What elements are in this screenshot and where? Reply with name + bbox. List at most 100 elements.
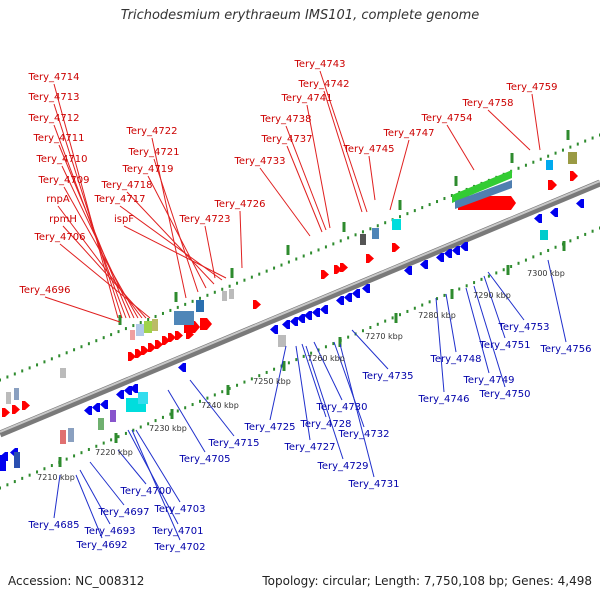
- upper-tick-mark: [280, 263, 283, 267]
- upper-tick-mark: [117, 330, 120, 334]
- upper-tick-mark: [132, 324, 135, 328]
- lower-major-tick: [562, 241, 566, 251]
- forward-gene-label: rpmH: [49, 214, 77, 225]
- upper-tick-mark: [354, 233, 357, 237]
- forward-gene-label: Tery_4745: [342, 144, 394, 155]
- reverse-gene-label: Tery_4749: [462, 375, 514, 386]
- lower-tick-mark: [361, 329, 364, 333]
- fwd-leader-line: [239, 210, 243, 269]
- reverse-gene-arrow: [320, 305, 328, 314]
- reverse-gene-label: Tery_4685: [27, 520, 79, 531]
- upper-tick-mark: [213, 290, 216, 294]
- reverse-gene-arrow: [404, 266, 412, 275]
- reverse-gene-arrow: [124, 386, 132, 395]
- fwd-leader-line: [259, 167, 311, 237]
- reverse-gene-label: Tery_4729: [316, 461, 368, 472]
- lower-tick-mark: [73, 454, 76, 458]
- fwd-leader-line: [59, 243, 151, 319]
- forward-gene-label: Tery_4713: [27, 92, 79, 103]
- feature-box: [14, 452, 20, 468]
- upper-tick-mark: [124, 327, 127, 331]
- rev-leader-line: [333, 341, 365, 428]
- reverse-gene-arrow: [304, 311, 312, 320]
- upper-major-tick: [174, 292, 178, 302]
- upper-tick-mark: [406, 212, 409, 216]
- lower-tick-mark: [28, 473, 31, 477]
- lower-tick-mark: [65, 457, 68, 461]
- forward-gene-label: Tery_4706: [33, 232, 85, 243]
- fwd-leader-line: [389, 139, 410, 211]
- forward-gene-label: ispF: [114, 214, 134, 225]
- lower-tick-mark: [154, 419, 157, 423]
- feature-box: [144, 321, 152, 333]
- upper-tick-mark: [236, 281, 239, 285]
- reverse-gene-label: Tery_4756: [539, 344, 591, 355]
- upper-tick-mark: [13, 372, 16, 376]
- upper-tick-mark: [191, 299, 194, 303]
- lower-tick-mark: [110, 438, 113, 442]
- upper-tick-mark: [421, 206, 424, 210]
- upper-tick-mark: [413, 209, 416, 213]
- forward-gene-arrow: [548, 180, 557, 190]
- feature-box: [392, 219, 401, 230]
- lower-tick-mark: [199, 399, 201, 403]
- lower-tick-mark: [13, 480, 16, 484]
- rev-leader-line: [473, 285, 506, 388]
- feature-box: [546, 160, 553, 170]
- lower-major-tick: [58, 457, 62, 467]
- feature-box: [60, 368, 66, 378]
- forward-gene-label: Tery_4721: [127, 147, 179, 158]
- upper-tick-mark: [428, 203, 431, 207]
- lower-tick-mark: [236, 383, 239, 387]
- reverse-gene-label: Tery_4693: [83, 526, 135, 537]
- upper-tick-mark: [310, 251, 313, 255]
- upper-tick-mark: [265, 269, 268, 273]
- lower-tick-mark: [265, 370, 268, 374]
- upper-tick-mark: [28, 366, 31, 370]
- accession-text: Accession: NC_008312: [8, 574, 145, 588]
- reverse-gene-label: Tery_4692: [75, 540, 127, 551]
- lower-tick-mark: [310, 351, 313, 355]
- scale-label: 7250 kbp: [253, 377, 291, 386]
- fwd-leader-line: [53, 103, 123, 319]
- lower-tick-mark: [0, 486, 1, 490]
- rev-leader-line: [89, 461, 125, 506]
- forward-gene-label: Tery_4710: [35, 154, 87, 165]
- rev-leader-line: [53, 474, 61, 519]
- reverse-gene-arrow: [270, 325, 278, 334]
- reverse-gene-label: Tery_4753: [497, 322, 549, 333]
- upper-tick-mark: [199, 296, 201, 300]
- fwd-leader-line: [61, 165, 135, 319]
- upper-tick-mark: [258, 272, 261, 276]
- upper-tick-mark: [539, 157, 542, 161]
- reverse-gene-arrow: [84, 406, 92, 415]
- reverse-gene-arrow: [362, 284, 370, 293]
- feature-box: [222, 291, 227, 301]
- lower-tick-mark: [21, 476, 24, 480]
- lower-tick-mark: [495, 271, 498, 275]
- fwd-leader-line: [286, 145, 323, 233]
- forward-gene-label: Tery_4709: [37, 175, 89, 186]
- lower-tick-mark: [50, 464, 53, 468]
- forward-gene-label: Tery_4759: [505, 82, 557, 93]
- lower-tick-mark: [295, 358, 298, 362]
- lower-tick-mark: [302, 354, 305, 358]
- fwd-leader-line: [368, 155, 376, 201]
- upper-tick-mark: [273, 266, 276, 270]
- reverse-gene-label: Tery_4748: [429, 354, 481, 365]
- lower-major-tick: [170, 409, 174, 419]
- lower-tick-mark: [191, 403, 194, 407]
- rev-leader-line: [313, 341, 343, 401]
- feature-box: [229, 289, 234, 299]
- scale-label: 7220 kbp: [95, 448, 133, 457]
- scale-label: 7290 kbp: [473, 291, 511, 300]
- forward-gene-label: Tery_4717: [93, 194, 145, 205]
- upper-tick-mark: [169, 308, 172, 312]
- lower-tick-mark: [132, 428, 135, 432]
- upper-major-tick: [454, 176, 458, 186]
- reverse-gene-label: Tery_4750: [478, 389, 530, 400]
- fwd-leader-line: [319, 70, 368, 213]
- reverse-gene-arrow: [336, 296, 344, 305]
- forward-gene-label: Tery_4722: [125, 126, 177, 137]
- feature-box: [0, 455, 6, 471]
